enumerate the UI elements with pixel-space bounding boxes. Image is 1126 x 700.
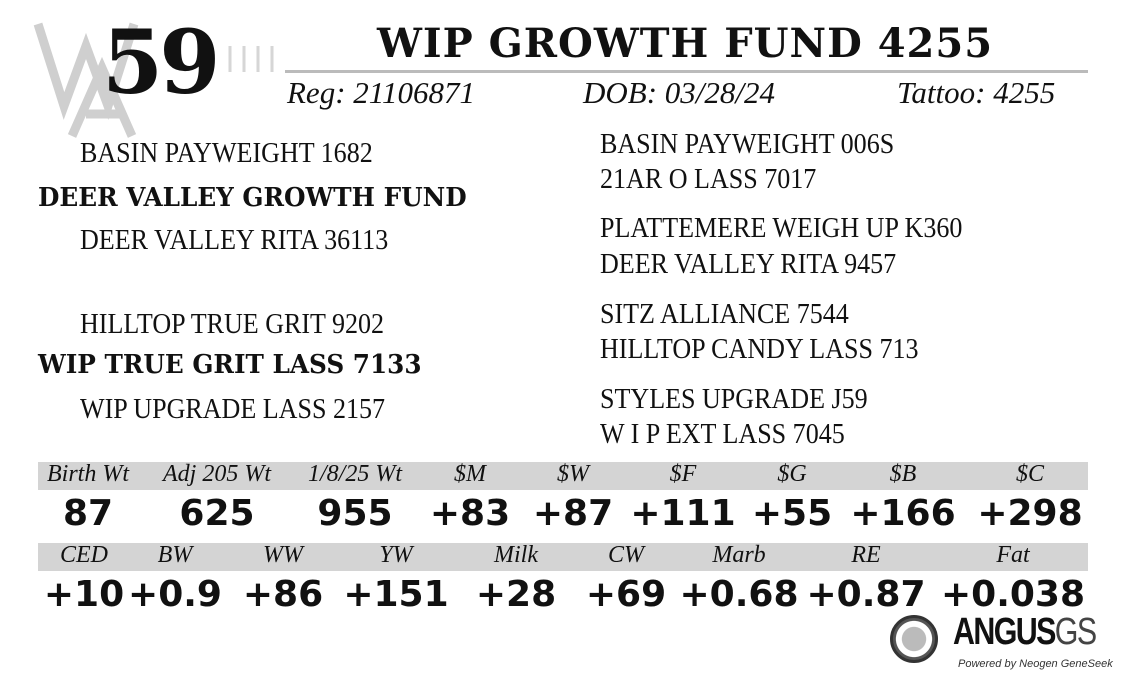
powered-by-text: Powered by Neogen GeneSeek [958,658,1113,670]
tattoo: Tattoo: 4255 [897,75,1056,110]
sire-dam: DEER VALLEY RITA 36113 [80,225,389,256]
row2-value: +0.68 [679,574,799,615]
row1-label: $M [454,461,486,487]
ancestor: DEER VALLEY RITA 9457 [600,249,897,280]
row1-value: +166 [850,493,956,534]
angus-brand-suffix: GS [1054,611,1097,653]
ancestor: 21AR O LASS 7017 [600,164,817,195]
row2-label: CED [60,542,108,568]
performance-header-band [38,462,1088,490]
angus-gs-logo: ANGUSGS [953,611,1097,653]
row2-label: YW [379,542,413,568]
dam: WIP TRUE GRIT LASS 7133 [38,350,422,380]
registration-number: Reg: 21106871 [287,75,475,110]
ancestor: STYLES UPGRADE J59 [600,384,868,415]
row2-value: +69 [585,574,667,615]
watermark-a-shape [67,56,137,138]
row2-label: CW [608,542,644,568]
row1-value: +298 [977,493,1083,534]
row1-value: 625 [179,493,255,534]
row1-value: 955 [317,493,393,534]
ancestor: HILLTOP CANDY LASS 713 [600,334,919,365]
row2-label: Fat [996,542,1030,568]
lot-number: 59 [102,10,220,114]
row1-label: 1/8/25 Wt [308,461,402,487]
row1-label: Adj 205 Wt [163,461,271,487]
ancestor: W I P EXT LASS 7045 [600,419,845,450]
row1-label: Birth Wt [47,461,129,487]
row1-label: $C [1015,461,1045,487]
row1-value: +55 [751,493,833,534]
dam-dam: WIP UPGRADE LASS 2157 [80,394,386,425]
row2-value: +0.038 [940,574,1086,615]
ancestor: SITZ ALLIANCE 7544 [600,299,849,330]
epd-header-band [38,543,1088,571]
animal-name: WIP GROWTH FUND 4255 [376,20,994,67]
title-divider [285,70,1088,73]
row2-label: Marb [712,542,766,568]
row2-label: WW [263,542,303,568]
row1-label: $F [669,461,697,487]
row2-label: Milk [494,542,538,568]
sire: DEER VALLEY GROWTH FUND [38,183,467,213]
row2-value: +0.87 [806,574,926,615]
row1-label: $W [557,461,589,487]
row2-value: +10 [43,574,125,615]
dam-sire: HILLTOP TRUE GRIT 9202 [80,309,385,340]
watermark-w-shape [33,22,139,120]
ancestor: BASIN PAYWEIGHT 006S [600,129,895,160]
row2-value: +28 [475,574,557,615]
american-angus-seal-icon [890,615,938,663]
row2-label: BW [157,542,193,568]
row2-value: +151 [343,574,449,615]
angus-brand: ANGUS [953,611,1056,653]
row2-value: +86 [242,574,324,615]
row1-value: +87 [532,493,614,534]
row2-label: RE [851,542,881,568]
row1-value: +83 [429,493,511,534]
row2-value: +0.9 [128,574,222,615]
row1-value: +111 [630,493,736,534]
date-of-birth: DOB: 03/28/24 [583,75,776,110]
row1-label: $G [777,461,807,487]
row1-label: $B [889,461,917,487]
ancestor: PLATTEMERE WEIGH UP K360 [600,213,963,244]
row1-value: 87 [62,493,114,534]
sire-sire: BASIN PAYWEIGHT 1682 [80,138,373,169]
farm-logo-watermark [33,22,274,138]
